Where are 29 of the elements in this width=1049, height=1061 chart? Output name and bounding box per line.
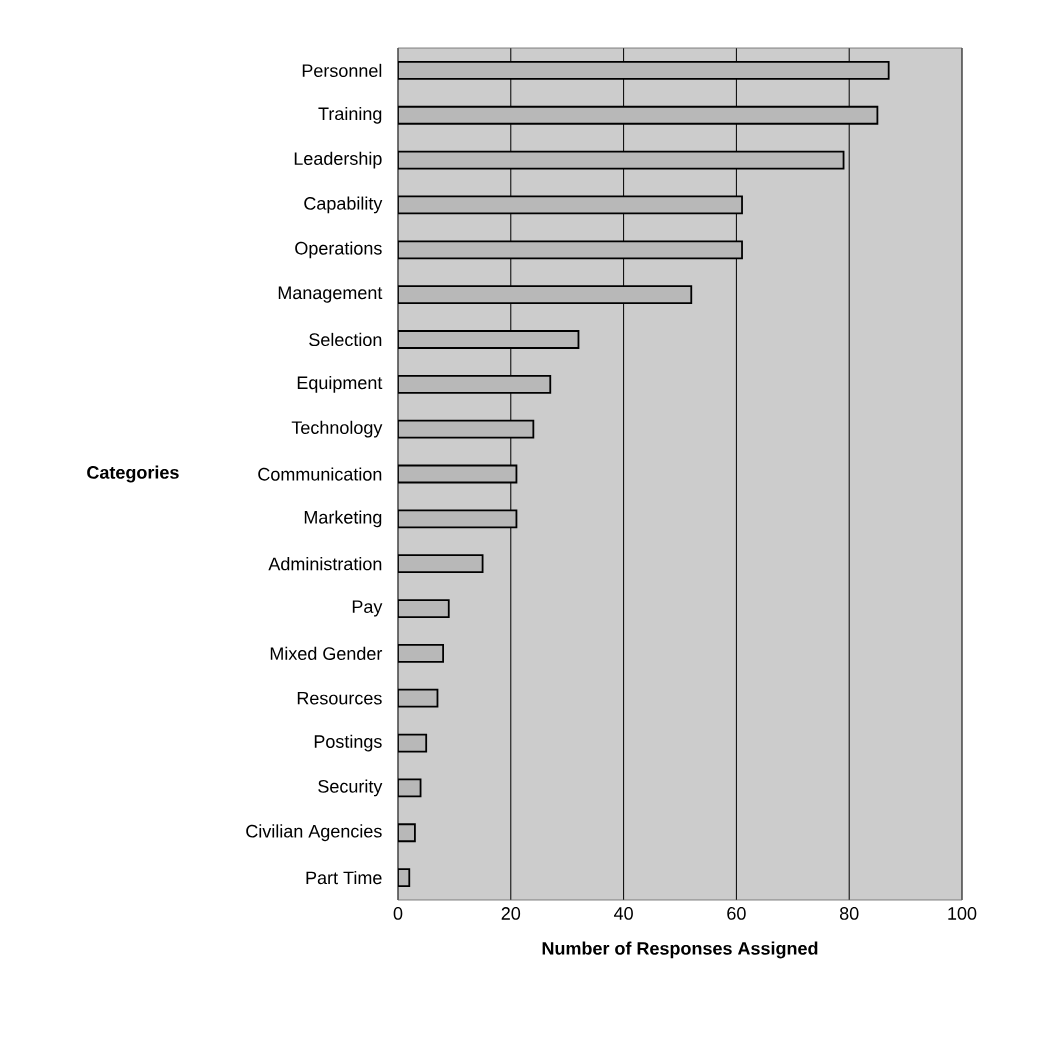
- y-tick-label: Personnel: [302, 63, 382, 78]
- y-tick-label: Security: [318, 779, 383, 797]
- y-tick-label: Capability: [304, 196, 383, 214]
- y-tick-label: Pay: [352, 600, 383, 617]
- bar: [398, 195, 743, 215]
- x-axis-title: Number of Responses Assigned: [542, 941, 818, 959]
- y-tick-label: Postings: [314, 734, 382, 752]
- y-tick-label: Equipment: [297, 375, 383, 393]
- x-tick-label: 40: [613, 907, 633, 920]
- x-tick-label: 80: [839, 907, 859, 920]
- y-tick-label: Civilian Agencies: [246, 824, 382, 842]
- y-tick-label: Selection: [309, 332, 382, 347]
- x-tick-label: 60: [727, 907, 746, 920]
- y-tick-label: Training: [318, 106, 382, 124]
- x-tick-label: 0: [393, 907, 403, 920]
- y-tick-label: Management: [278, 286, 383, 303]
- y-tick-label: Leadership: [294, 151, 382, 169]
- y-tick-label: Resources: [297, 691, 382, 705]
- y-tick-label: Part Time: [306, 870, 382, 885]
- y-tick-label: Communication: [258, 467, 382, 481]
- bar: [398, 464, 518, 484]
- y-tick-label: Operations: [295, 241, 382, 259]
- y-axis-title: Categories: [87, 465, 179, 483]
- y-tick-label: Technology: [291, 420, 383, 438]
- y-tick-label: Marketing: [304, 510, 382, 528]
- x-tick-label: 20: [501, 907, 521, 920]
- x-tick-label: 100: [948, 907, 977, 920]
- y-tick-label: Administration: [268, 557, 382, 571]
- y-tick-label: Mixed Gender: [270, 646, 383, 660]
